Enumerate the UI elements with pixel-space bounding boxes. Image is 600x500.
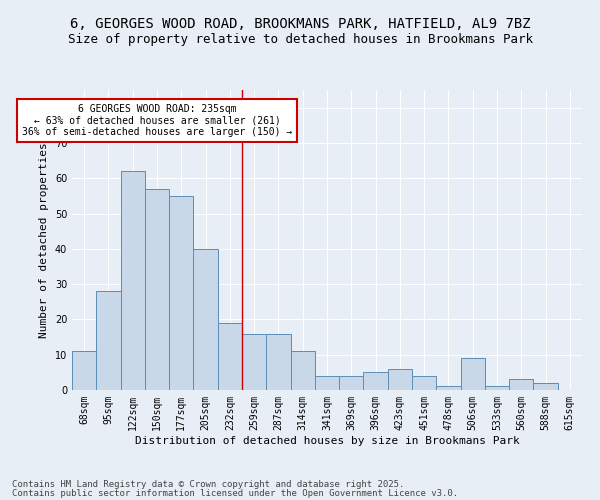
Bar	[193, 249, 218, 390]
Bar	[412, 376, 436, 390]
Bar	[436, 386, 461, 390]
Text: Contains public sector information licensed under the Open Government Licence v3: Contains public sector information licen…	[12, 488, 458, 498]
Bar	[315, 376, 339, 390]
Bar	[388, 369, 412, 390]
Bar	[242, 334, 266, 390]
Bar	[461, 358, 485, 390]
Bar	[509, 380, 533, 390]
Y-axis label: Number of detached properties: Number of detached properties	[39, 142, 49, 338]
Bar	[339, 376, 364, 390]
Text: Size of property relative to detached houses in Brookmans Park: Size of property relative to detached ho…	[67, 32, 533, 46]
Bar	[485, 386, 509, 390]
X-axis label: Distribution of detached houses by size in Brookmans Park: Distribution of detached houses by size …	[134, 436, 520, 446]
Bar	[218, 323, 242, 390]
Bar	[266, 334, 290, 390]
Text: 6 GEORGES WOOD ROAD: 235sqm
← 63% of detached houses are smaller (261)
36% of se: 6 GEORGES WOOD ROAD: 235sqm ← 63% of det…	[22, 104, 292, 138]
Text: Contains HM Land Registry data © Crown copyright and database right 2025.: Contains HM Land Registry data © Crown c…	[12, 480, 404, 489]
Bar	[96, 291, 121, 390]
Bar	[145, 189, 169, 390]
Text: 6, GEORGES WOOD ROAD, BROOKMANS PARK, HATFIELD, AL9 7BZ: 6, GEORGES WOOD ROAD, BROOKMANS PARK, HA…	[70, 18, 530, 32]
Bar	[290, 351, 315, 390]
Bar	[121, 171, 145, 390]
Bar	[364, 372, 388, 390]
Bar	[72, 351, 96, 390]
Bar	[169, 196, 193, 390]
Bar	[533, 383, 558, 390]
